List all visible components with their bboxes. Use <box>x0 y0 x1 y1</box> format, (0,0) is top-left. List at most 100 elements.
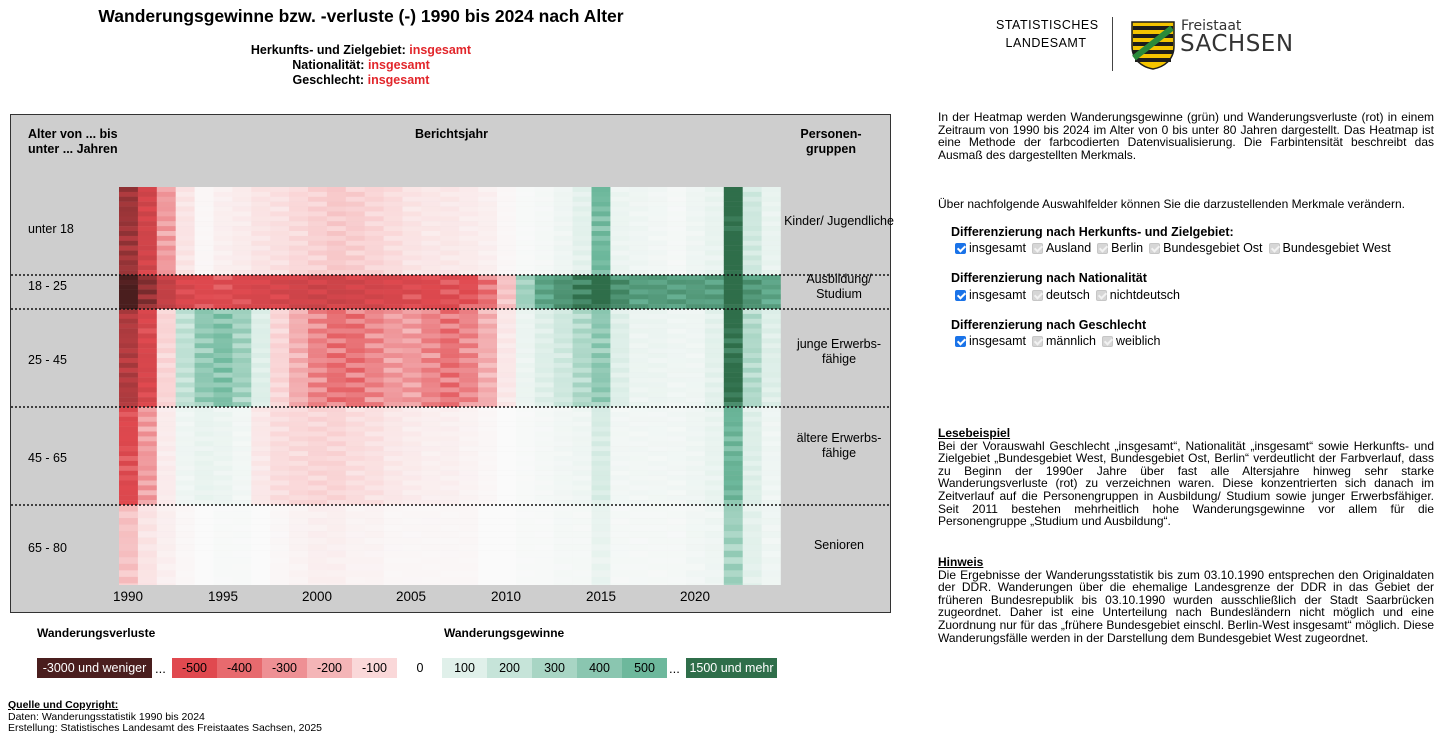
heatmap-cell <box>402 240 422 246</box>
heatmap-cell <box>213 485 233 491</box>
heatmap-cell <box>194 402 214 408</box>
checkbox-checked-icon[interactable] <box>955 289 966 301</box>
option-nat-deutsch[interactable]: deutsch <box>1031 288 1090 302</box>
heatmap-cell <box>175 583 195 585</box>
checkbox-disabled-icon[interactable] <box>1031 242 1043 254</box>
heatmap-cell <box>251 216 271 222</box>
heatmap-cell <box>308 557 328 564</box>
heatmap-cell <box>251 456 271 462</box>
option-herkunft-insgesamt[interactable]: insgesamt <box>955 241 1026 255</box>
heatmap-cell <box>383 583 403 585</box>
checkbox-disabled-icon[interactable] <box>1149 242 1161 254</box>
heatmap-cell <box>289 328 309 334</box>
heatmap-cell <box>270 221 290 227</box>
option-herkunft-ost[interactable]: Bundesgebiet Ost <box>1149 241 1263 255</box>
heatmap-cell <box>572 500 592 506</box>
option-geschl-insgesamt[interactable]: insgesamt <box>955 334 1026 348</box>
heatmap-cell <box>478 465 498 471</box>
heatmap-cell <box>742 245 762 251</box>
heatmap-cell <box>459 407 479 413</box>
heatmap-cell <box>156 191 176 197</box>
checkbox-disabled-icon[interactable] <box>1031 335 1043 347</box>
heatmap-cell <box>515 421 536 427</box>
heatmap-cell <box>137 480 158 486</box>
heatmap-cell <box>742 206 762 212</box>
heatmap-cell <box>402 431 422 437</box>
heatmap-cell <box>402 583 422 585</box>
heatmap-cell <box>497 323 517 329</box>
heatmap-cell <box>515 367 536 373</box>
heatmap-cell <box>686 358 706 364</box>
heatmap-cell <box>232 576 252 584</box>
heatmap-cell <box>421 255 441 261</box>
heatmap-cell <box>421 524 441 532</box>
heatmap-cell <box>648 402 668 408</box>
heatmap-cell <box>648 470 668 476</box>
heatmap-cell <box>402 187 422 193</box>
heatmap-cell <box>648 416 668 422</box>
heatmap-cell <box>648 279 668 285</box>
heatmap-cell <box>459 191 479 197</box>
heatmap-cell <box>383 333 403 339</box>
checkbox-disabled-icon[interactable] <box>1031 289 1043 301</box>
heatmap-cell <box>421 313 441 319</box>
heatmap-cell <box>137 397 158 403</box>
heatmap-cell <box>497 284 517 290</box>
heatmap-cell <box>137 245 158 251</box>
checkbox-disabled-icon[interactable] <box>1268 242 1280 254</box>
heatmap-cell <box>497 372 517 378</box>
heatmap-cell <box>478 358 498 364</box>
heatmap-cell <box>402 411 422 417</box>
heatmap-cell <box>289 255 309 261</box>
option-herkunft-west[interactable]: Bundesgebiet West <box>1268 241 1391 255</box>
heatmap-cell <box>270 563 290 571</box>
heatmap-cell <box>497 397 517 403</box>
legend-swatch-minus500: -500 <box>172 658 217 678</box>
heatmap-cell <box>156 323 176 329</box>
heatmap-cell <box>345 402 365 408</box>
heatmap-cell <box>383 275 403 281</box>
heatmap-cell <box>213 557 233 564</box>
heatmap-cell <box>270 570 290 578</box>
heatmap-cell <box>308 201 328 207</box>
heatmap-cell <box>383 372 403 378</box>
option-geschl-maennlich[interactable]: männlich <box>1031 334 1096 348</box>
heatmap-cell <box>610 265 630 271</box>
group-label-junge: junge Erwerbs- fähige <box>796 337 882 366</box>
heatmap-cell <box>478 265 498 271</box>
option-herkunft-ausland[interactable]: Ausland <box>1031 241 1091 255</box>
heatmap-cell <box>270 206 290 212</box>
heatmap-cell <box>402 524 422 532</box>
heatmap-cell <box>515 348 536 354</box>
checkbox-disabled-icon[interactable] <box>1097 242 1109 254</box>
heatmap-cell <box>667 451 687 457</box>
heatmap-cell <box>251 470 271 476</box>
heatmap-cell <box>440 397 460 403</box>
heatmap-cell <box>213 211 233 217</box>
heatmap-cell <box>553 557 573 564</box>
heatmap-cell <box>345 294 365 300</box>
checkbox-checked-icon[interactable] <box>955 335 966 347</box>
heatmap-cell <box>213 570 233 578</box>
option-nat-nichtdeutsch[interactable]: nichtdeutsch <box>1095 288 1180 302</box>
heatmap-cell <box>232 402 252 408</box>
heatmap-cell <box>137 265 158 271</box>
heatmap-cell <box>686 279 706 285</box>
heatmap-cell <box>610 470 630 476</box>
heatmap-cell <box>308 460 328 466</box>
checkbox-disabled-icon[interactable] <box>1102 335 1114 347</box>
option-herkunft-berlin[interactable]: Berlin <box>1097 241 1143 255</box>
heatmap-cell <box>137 270 158 276</box>
heatmap-cell <box>137 570 158 578</box>
option-geschl-weiblich[interactable]: weiblich <box>1102 334 1160 348</box>
heatmap-cell <box>459 284 479 290</box>
heatmap-cell <box>591 544 611 551</box>
heatmap-cell <box>686 446 706 452</box>
option-nat-insgesamt[interactable]: insgesamt <box>955 288 1026 302</box>
checkbox-disabled-icon[interactable] <box>1095 289 1107 301</box>
heatmap-cell <box>421 495 441 501</box>
heatmap-cell <box>610 460 630 466</box>
heatmap-cell <box>251 490 271 496</box>
checkbox-checked-icon[interactable] <box>955 242 966 254</box>
heatmap-cell <box>156 570 176 578</box>
